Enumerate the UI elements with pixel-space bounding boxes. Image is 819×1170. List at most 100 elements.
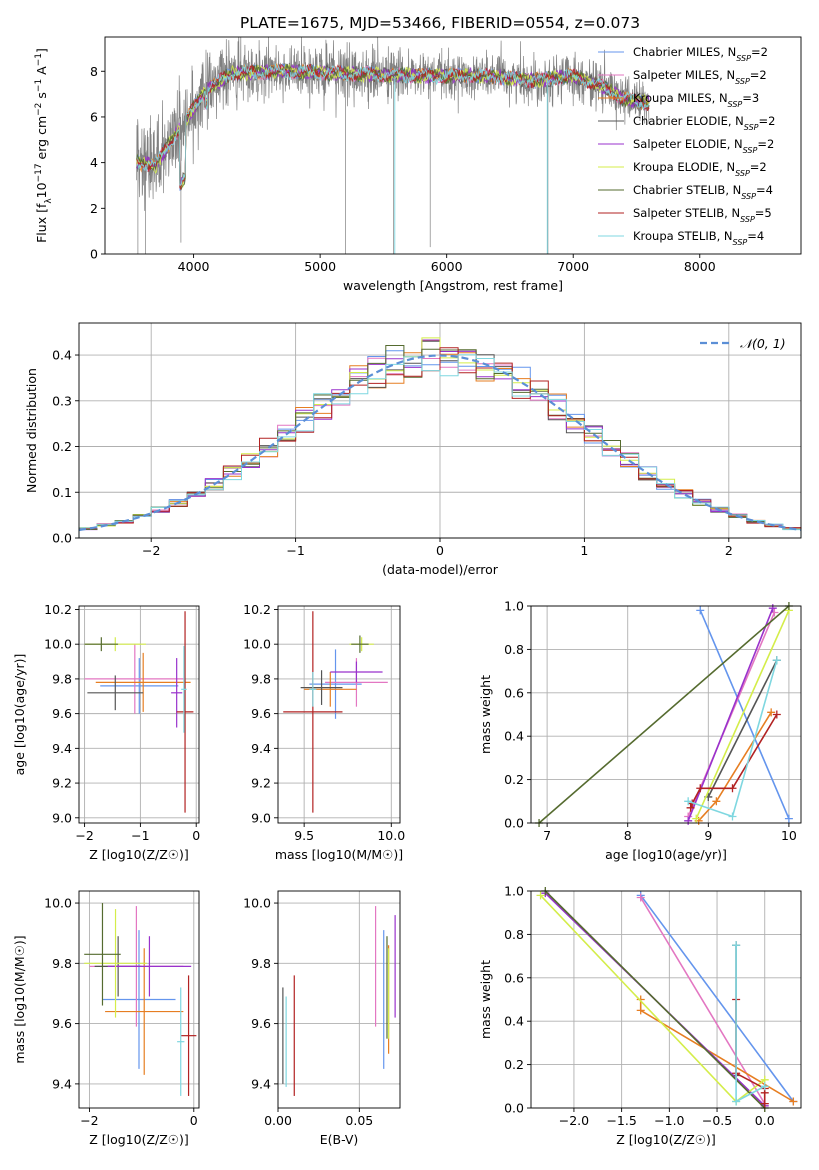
age-vs-mass-ytick-label: 10.0 [243,637,271,652]
massweight-vs-Z-ytick-label: 0.8 [504,927,524,942]
massweight-vs-Z-frame [530,890,802,1109]
age-vs-Z-ytick-label: 9.4 [52,741,72,756]
massweight-vs-age-series-line [538,605,790,824]
residuals-ytick-label: 0.1 [52,485,72,500]
spectrum-xtick-label: 6000 [431,259,463,274]
age-vs-Z-xtick-label: −1 [131,828,149,843]
mass-vs-ebv-ytick-label: 10.0 [243,896,271,911]
residuals-ytick-label: 0.3 [52,393,72,408]
mass-vs-ebv-xlabel: E(B-V) [320,1132,359,1147]
age-vs-Z-ytick-label: 9.2 [52,776,72,791]
residuals-frame [78,322,802,539]
spectrum-ytick-label: 0 [90,247,98,262]
massweight-vs-Z-point-marker [636,995,645,1004]
residuals-xtick-label: −2 [142,543,160,558]
age-vs-Z-frame [78,605,200,824]
legend-spectrum-label: Chabrier ELODIE, NSSP=2 [633,114,775,132]
massweight-vs-age-frame [530,605,802,824]
legend-spectrum-label: Salpeter STELIB, NSSP=5 [633,206,772,224]
age-vs-Z-ytick-label: 9.0 [52,810,72,825]
age-vs-mass-ytick-label: 9.2 [251,776,271,791]
mass-vs-Z-frame [78,890,200,1109]
massweight-vs-age-point-marker [768,604,777,613]
age-vs-Z-ytick-label: 9.6 [52,706,72,721]
massweight-vs-age-point-marker [784,814,793,823]
age-vs-mass-ytick-label: 9.6 [251,706,271,721]
massweight-vs-Z-xtick-label: −0.5 [702,1113,732,1128]
age-vs-mass-ytick-label: 9.4 [251,741,271,756]
massweight-vs-age-point-marker [767,708,776,717]
spectrum-xtick-label: 8000 [684,259,716,274]
massweight-vs-age-xtick-label: 10 [781,828,797,843]
massweight-vs-age-point-marker [728,812,737,821]
massweight-vs-Z-xtick-label: −1.0 [654,1113,684,1128]
mass-vs-Z-xtick-label: 0 [190,1113,198,1128]
massweight-vs-age-point-marker [686,803,695,812]
massweight-vs-age-xtick-label: 7 [543,828,551,843]
massweight-vs-Z-xtick-label: −2.0 [559,1113,589,1128]
massweight-vs-Z-point-marker [789,1097,798,1106]
mass-vs-Z-ytick-label: 10.0 [44,896,72,911]
residuals-ytick-label: 0.2 [52,439,72,454]
mass-vs-Z-ytick-label: 9.8 [52,956,72,971]
massweight-vs-age-point-marker [696,784,705,793]
legend-spectrum-label: Kroupa ELODIE, NSSP=2 [633,160,767,178]
spectrum-ytick-label: 2 [90,201,98,216]
massweight-vs-Z-ylabel: mass weight [478,960,493,1039]
residuals-ytick-label: 0.0 [52,531,72,546]
massweight-vs-age-point-marker [696,606,705,615]
massweight-vs-Z-point-marker [636,893,645,902]
age-vs-mass-frame [277,605,401,824]
massweight-vs-age-point-marker [692,814,701,823]
massweight-vs-Z-ytick-label: 1.0 [504,884,524,899]
age-vs-Z-xlabel: Z [log10(Z/Z☉)] [89,847,189,862]
massweight-vs-age-ytick-label: 0.8 [504,642,524,657]
massweight-vs-age-point-marker [684,797,693,806]
age-vs-Z-xtick-label: 0 [192,828,200,843]
massweight-vs-age-xlabel: age [log10(age/yr)] [605,847,727,862]
legend-normal-label: 𝒩(0, 1) [740,336,786,351]
mass-vs-ebv-frame [277,890,401,1109]
massweight-vs-Z-series-line [640,897,766,1105]
massweight-vs-Z-point-marker [732,941,741,950]
massweight-vs-age-series-line [707,659,778,798]
spectrum-ytick-label: 6 [90,109,98,124]
massweight-vs-age-point-marker [712,797,721,806]
massweight-vs-Z-xlabel: Z [log10(Z/Z☉)] [616,1132,716,1147]
massweight-vs-Z-series-line [735,945,766,1103]
age-vs-mass-xtick-label: 10.0 [377,828,405,843]
age-vs-Z-ylabel: age [log10(age/yr)] [12,654,27,776]
massweight-vs-age-xtick-label: 9 [704,828,712,843]
residuals-ylabel: Normed distribution [24,368,39,493]
mass-vs-ebv-xtick-label: 0.05 [345,1113,373,1128]
model-spectrum-line [136,63,650,186]
legend-spectrum-label: Salpeter ELODIE, NSSP=2 [633,137,774,155]
residuals-xtick-label: 0 [436,543,444,558]
massweight-vs-Z-point-marker [760,1099,769,1108]
spectrum-xtick-label: 4000 [178,259,210,274]
age-vs-mass-xlabel: mass [log10(M/M☉)] [275,847,403,862]
massweight-vs-Z-ytick-label: 0.0 [504,1101,524,1116]
massweight-vs-age-point-marker [772,656,781,665]
age-vs-mass-xtick-label: 9.5 [294,828,314,843]
age-vs-Z-ytick-label: 9.8 [52,671,72,686]
spectrum-xlabel: wavelength [Angstrom, rest frame] [343,278,563,293]
massweight-vs-Z-ytick-label: 0.2 [504,1057,524,1072]
massweight-vs-age-series-line [695,609,790,820]
residuals-xtick-label: 2 [725,543,733,558]
massweight-vs-Z-point-marker [536,891,545,900]
massweight-vs-age-series-line [687,607,774,822]
mass-vs-Z-xtick-label: −2 [80,1113,98,1128]
model-spectrum-line [136,64,650,185]
spectrum-xtick-label: 7000 [557,259,589,274]
residual-histogram-series [78,347,802,538]
massweight-vs-age-point-marker [684,816,693,825]
massweight-vs-Z-ytick-label: 0.6 [504,970,524,985]
massweight-vs-Z-xtick-label: 0.0 [755,1113,775,1128]
age-vs-Z-ytick-label: 10.2 [44,602,72,617]
massweight-vs-age-series-line [699,609,790,820]
residuals-xlabel: (data-model)/error [382,562,499,577]
massweight-vs-age-xtick-label: 8 [624,828,632,843]
